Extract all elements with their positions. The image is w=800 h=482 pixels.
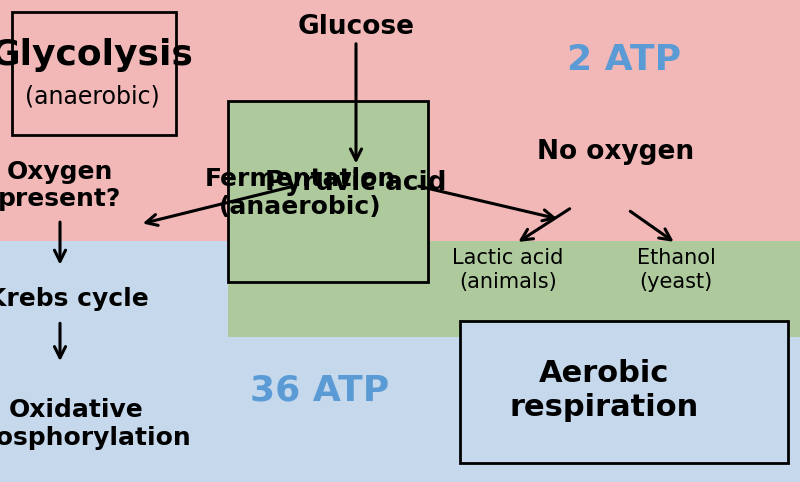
Bar: [228, 241, 800, 337]
FancyBboxPatch shape: [228, 101, 428, 282]
Text: Fermentation
(anaerobic): Fermentation (anaerobic): [204, 167, 396, 219]
Bar: [0, 0, 800, 241]
Text: 2 ATP: 2 ATP: [567, 43, 681, 77]
FancyBboxPatch shape: [460, 321, 788, 463]
Text: Oxidative
phosphorylation: Oxidative phosphorylation: [0, 398, 191, 450]
Text: Pyruvic acid: Pyruvic acid: [266, 170, 446, 196]
Text: Ethanol
(yeast): Ethanol (yeast): [637, 248, 715, 292]
Text: Krebs cycle: Krebs cycle: [0, 287, 149, 311]
Text: 36 ATP: 36 ATP: [250, 374, 390, 407]
Bar: [0, 241, 800, 482]
Text: Glycolysis: Glycolysis: [0, 39, 194, 72]
Text: Aerobic
respiration: Aerobic respiration: [510, 359, 698, 422]
Text: Oxygen
present?: Oxygen present?: [0, 160, 122, 212]
Text: Lactic acid
(animals): Lactic acid (animals): [452, 248, 564, 292]
Text: (anaerobic): (anaerobic): [25, 84, 159, 108]
FancyBboxPatch shape: [12, 12, 176, 135]
Text: No oxygen: No oxygen: [538, 139, 694, 165]
Text: Glucose: Glucose: [298, 13, 414, 40]
